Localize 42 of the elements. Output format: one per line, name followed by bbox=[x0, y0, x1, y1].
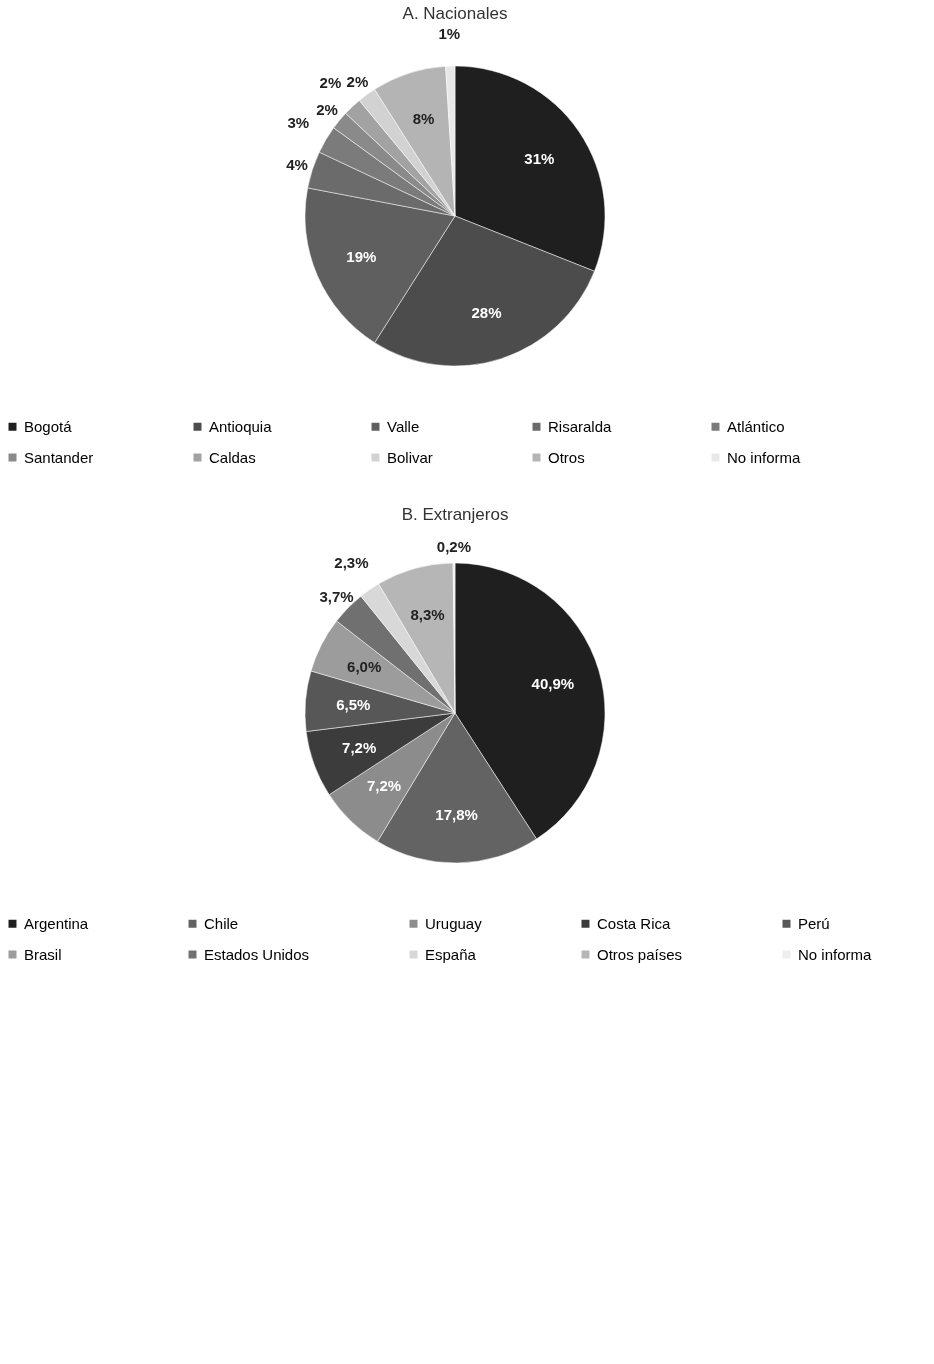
data-label: 19% bbox=[346, 247, 377, 265]
legend-label: Brasil bbox=[24, 945, 62, 963]
data-label: 6,0% bbox=[347, 657, 382, 675]
data-label: 6,5% bbox=[336, 695, 371, 713]
legend-label: Otros bbox=[548, 448, 585, 466]
legend-label: Perú bbox=[798, 914, 830, 932]
legend-label: España bbox=[425, 945, 477, 963]
legend-label: Bolivar bbox=[387, 448, 433, 466]
data-label: 7,2% bbox=[366, 777, 402, 795]
data-label: 40,9% bbox=[531, 675, 575, 693]
legend-label: Otros países bbox=[597, 945, 683, 963]
legend-label: Costa Rica bbox=[597, 914, 672, 932]
legend-label: Antioquia bbox=[209, 417, 273, 435]
legend-label: Atlántico bbox=[727, 417, 785, 435]
data-label: 2% bbox=[316, 101, 338, 119]
data-label: 0,2% bbox=[436, 538, 472, 555]
data-label: 3,7% bbox=[319, 587, 354, 605]
legend-label: Risaralda bbox=[548, 417, 613, 435]
legend-label: Chile bbox=[204, 914, 239, 932]
data-label: 3% bbox=[287, 114, 310, 132]
legend-label: Santander bbox=[24, 448, 94, 466]
data-label: 2% bbox=[346, 72, 369, 90]
data-label: 8% bbox=[412, 109, 435, 127]
chart-title: A. Nacionales bbox=[402, 4, 508, 24]
chart-title: B. Extranjeros bbox=[401, 505, 509, 524]
legend-label: No informa bbox=[798, 945, 873, 963]
data-label: 2,3% bbox=[334, 554, 369, 572]
data-label: 8,3% bbox=[410, 605, 445, 623]
legend-label: Estados Unidos bbox=[204, 945, 310, 963]
data-label: 4% bbox=[286, 155, 308, 173]
data-label: 17,8% bbox=[435, 805, 478, 823]
legend-label: Caldas bbox=[209, 448, 256, 466]
data-label: 1% bbox=[438, 25, 461, 43]
data-label: 2% bbox=[319, 74, 342, 92]
legend-label: Uruguay bbox=[425, 914, 483, 932]
legend-label: Valle bbox=[387, 417, 420, 435]
legend-label: Argentina bbox=[24, 914, 89, 932]
data-label: 7,2% bbox=[342, 738, 377, 756]
data-label: 28% bbox=[471, 304, 502, 322]
data-label: 31% bbox=[524, 149, 555, 167]
legend-label: No informa bbox=[727, 448, 802, 466]
legend-label: Bogotá bbox=[24, 417, 73, 435]
